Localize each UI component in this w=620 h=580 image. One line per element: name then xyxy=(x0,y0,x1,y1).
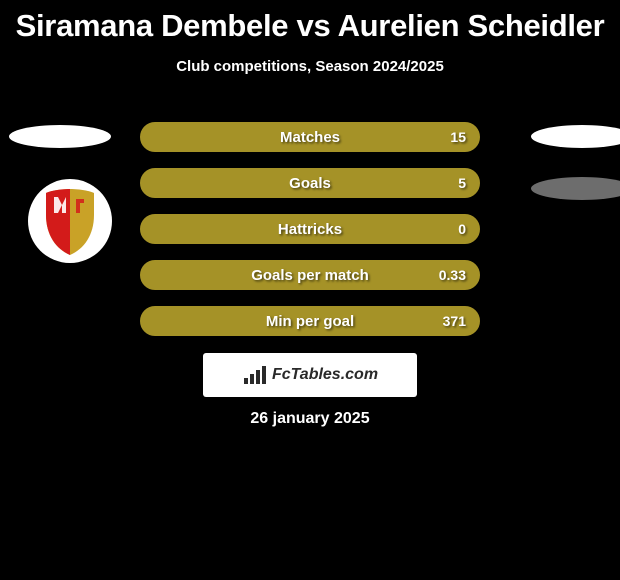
decor-ellipse-right-1 xyxy=(531,125,620,148)
bars-icon xyxy=(242,364,268,386)
date-label: 26 january 2025 xyxy=(0,410,620,428)
decor-ellipse-right-2 xyxy=(531,177,620,200)
stat-row-hattricks: Hattricks 0 xyxy=(140,214,480,244)
stat-value: 0 xyxy=(458,221,466,237)
brand-box: FcTables.com xyxy=(203,353,417,397)
stat-value: 5 xyxy=(458,175,466,191)
stats-container: Matches 15 Goals 5 Hattricks 0 Goals per… xyxy=(140,122,480,352)
stat-row-goals-per-match: Goals per match 0.33 xyxy=(140,260,480,290)
decor-ellipse-left xyxy=(9,125,111,148)
stat-row-min-per-goal: Min per goal 371 xyxy=(140,306,480,336)
shield-icon xyxy=(42,185,98,257)
stat-label: Matches xyxy=(280,129,340,146)
stat-label: Min per goal xyxy=(266,313,354,330)
stat-label: Hattricks xyxy=(278,221,342,238)
stat-label: Goals xyxy=(289,175,331,192)
stat-row-matches: Matches 15 xyxy=(140,122,480,152)
stat-row-goals: Goals 5 xyxy=(140,168,480,198)
club-badge xyxy=(28,179,112,263)
stat-value: 371 xyxy=(443,313,466,329)
brand-text: FcTables.com xyxy=(272,366,378,384)
stat-label: Goals per match xyxy=(251,267,369,284)
page-subtitle: Club competitions, Season 2024/2025 xyxy=(0,58,620,75)
stat-value: 15 xyxy=(450,129,466,145)
page-title: Siramana Dembele vs Aurelien Scheidler xyxy=(0,0,620,44)
stat-value: 0.33 xyxy=(439,267,466,283)
